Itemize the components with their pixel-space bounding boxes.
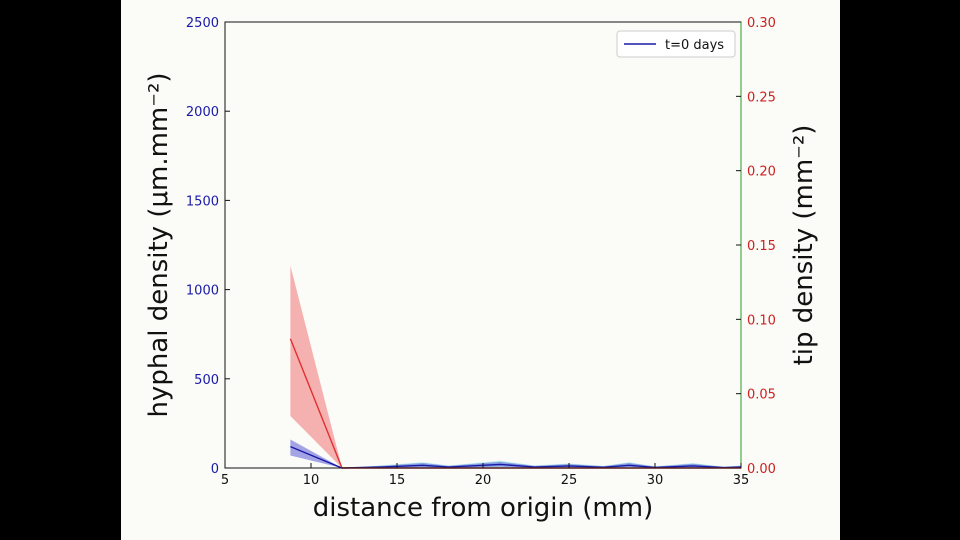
hyphal-density-layer bbox=[290, 439, 742, 469]
y-left-tick-label: 2500 bbox=[186, 16, 219, 31]
y-left-axis-title: hyphal density (μm.mm⁻²) bbox=[144, 72, 174, 417]
legend-box bbox=[616, 30, 736, 58]
y-right-tick-label: 0.05 bbox=[747, 388, 776, 403]
y-left-tick-label: 1500 bbox=[186, 194, 219, 209]
y-right-axis-title: tip density (mm⁻²) bbox=[789, 125, 819, 366]
x-tick-label: 25 bbox=[561, 473, 578, 488]
y-left-tick-group: 0 500 1000 1500 2000 2500 bbox=[186, 16, 230, 477]
tip-line bbox=[289, 338, 741, 469]
x-tick-group: 5 10 15 20 25 30 35 bbox=[221, 463, 749, 488]
hyphal-line bbox=[290, 445, 742, 469]
x-axis-title: distance from origin (mm) bbox=[313, 493, 653, 523]
y-left-tick-label: 500 bbox=[194, 373, 219, 388]
x-tick-label: 10 bbox=[303, 473, 320, 488]
y-right-tick-label: 0.00 bbox=[747, 462, 776, 477]
figure-background bbox=[121, 0, 840, 540]
y-right-tick-label: 0.15 bbox=[747, 239, 776, 254]
x-tick-label: 30 bbox=[647, 473, 664, 488]
legend-label: t=0 days bbox=[665, 38, 724, 53]
y-right-tick-label: 0.25 bbox=[747, 90, 776, 105]
y-right-tick-group: 0.00 0.05 0.10 0.15 0.20 0.25 0.30 bbox=[736, 16, 776, 477]
x-tick-label: 15 bbox=[389, 473, 406, 488]
legend: t=0 days bbox=[616, 30, 736, 58]
tip-band bbox=[290, 265, 741, 468]
x-tick-label: 35 bbox=[733, 473, 750, 488]
x-tick-label: 5 bbox=[221, 473, 229, 488]
hyphal-band bbox=[290, 439, 741, 468]
y-right-tick-label: 0.10 bbox=[747, 313, 776, 328]
y-left-tick-label: 0 bbox=[211, 462, 219, 477]
x-tick-label: 20 bbox=[475, 473, 492, 488]
y-right-tick-label: 0.20 bbox=[747, 165, 776, 180]
tip-density-layer bbox=[289, 265, 741, 469]
y-right-tick-label: 0.30 bbox=[747, 16, 776, 31]
y-left-tick-label: 1000 bbox=[186, 284, 219, 299]
y-left-tick-label: 2000 bbox=[186, 105, 219, 120]
